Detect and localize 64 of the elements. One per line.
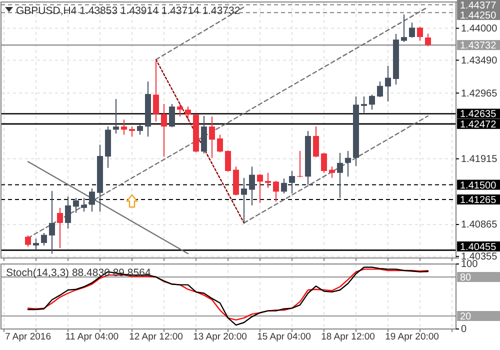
candlestick [369,94,375,110]
candlestick [225,150,231,172]
candlestick [137,124,143,136]
y-tick-label: 1.43490 [461,55,498,66]
candlestick [57,207,63,248]
y-tick-label: 1.40865 [461,220,498,231]
candlestick [209,116,215,158]
candlestick [185,106,191,120]
candlestick [121,119,127,136]
candlestick [313,126,319,158]
ref-line-label: 1.42472 [460,119,497,130]
x-tick-label: 7 Apr 2016 [5,332,51,343]
x-tick-label: 15 Apr 04:00 [257,332,311,343]
candlestick [289,170,295,194]
candlestick [81,197,87,212]
candlestick [33,238,39,250]
candlestick [217,134,223,153]
ref-line-label: 80 [460,272,472,284]
ref-line-label: 1.42635 [460,109,497,120]
y-tick-label: 1.41915 [461,154,498,165]
ref-line-label: 1.40455 [460,242,497,253]
candlestick [273,180,279,202]
ref-line-label: 1.44377 [460,0,497,12]
candlestick [41,232,47,246]
candlestick [177,104,183,118]
y-tick-label: 1.44000 [461,23,498,34]
candlestick [49,190,55,254]
candlestick [401,14,407,43]
candlestick [265,172,271,188]
candlestick [89,188,95,212]
candlestick [409,22,415,38]
ref-line-label: 1.43732 [460,40,497,52]
x-tick-label: 19 Apr 20:00 [385,332,439,343]
ref-line-label: 1.44250 [460,10,497,22]
x-tick-label: 18 Apr 12:00 [321,332,375,343]
candlestick [361,96,367,114]
ref-line-label: 1.41265 [460,194,497,206]
candlestick [257,174,263,204]
x-tick-label: 13 Apr 20:00 [193,332,247,343]
candlestick [249,166,255,206]
y-tick-label: 1.42965 [461,88,498,100]
candlestick [129,126,135,138]
candlestick [73,197,79,214]
ref-line-label: 20 [460,312,472,322]
candlestick [169,104,175,128]
candlestick [337,152,343,198]
candlestick [153,59,159,122]
candlestick [345,150,351,178]
candlestick [161,104,167,158]
candlestick [425,33,431,47]
x-tick-label: 12 Apr 12:00 [129,332,183,343]
candlestick [25,234,31,248]
candlestick [385,65,391,102]
candlestick [321,152,327,174]
candlestick [281,178,287,194]
candlestick [113,98,119,134]
candlestick [417,26,423,42]
candlestick [65,196,71,230]
y-tick-label: 0 [461,324,467,336]
candlestick [377,80,383,98]
candlestick [241,177,247,224]
ref-line-label: 1.41500 [460,180,497,192]
candlestick [329,166,335,178]
x-tick-label: 11 Apr 04:00 [65,332,119,343]
